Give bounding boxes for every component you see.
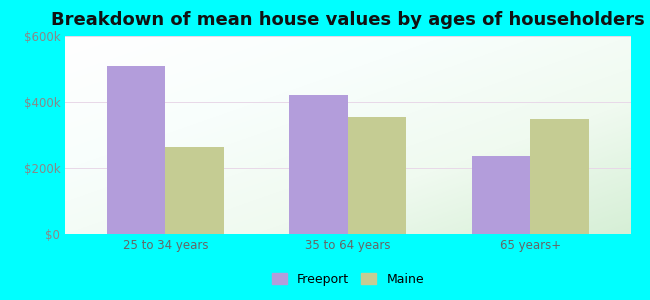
Bar: [530, 118, 588, 234]
Bar: [472, 157, 530, 234]
Bar: [107, 66, 165, 234]
Bar: [289, 95, 348, 234]
Title: Breakdown of mean house values by ages of householders: Breakdown of mean house values by ages o…: [51, 11, 645, 29]
Legend: Freeport, Maine: Freeport, Maine: [266, 268, 429, 291]
Bar: [348, 117, 406, 234]
Bar: [165, 147, 224, 234]
